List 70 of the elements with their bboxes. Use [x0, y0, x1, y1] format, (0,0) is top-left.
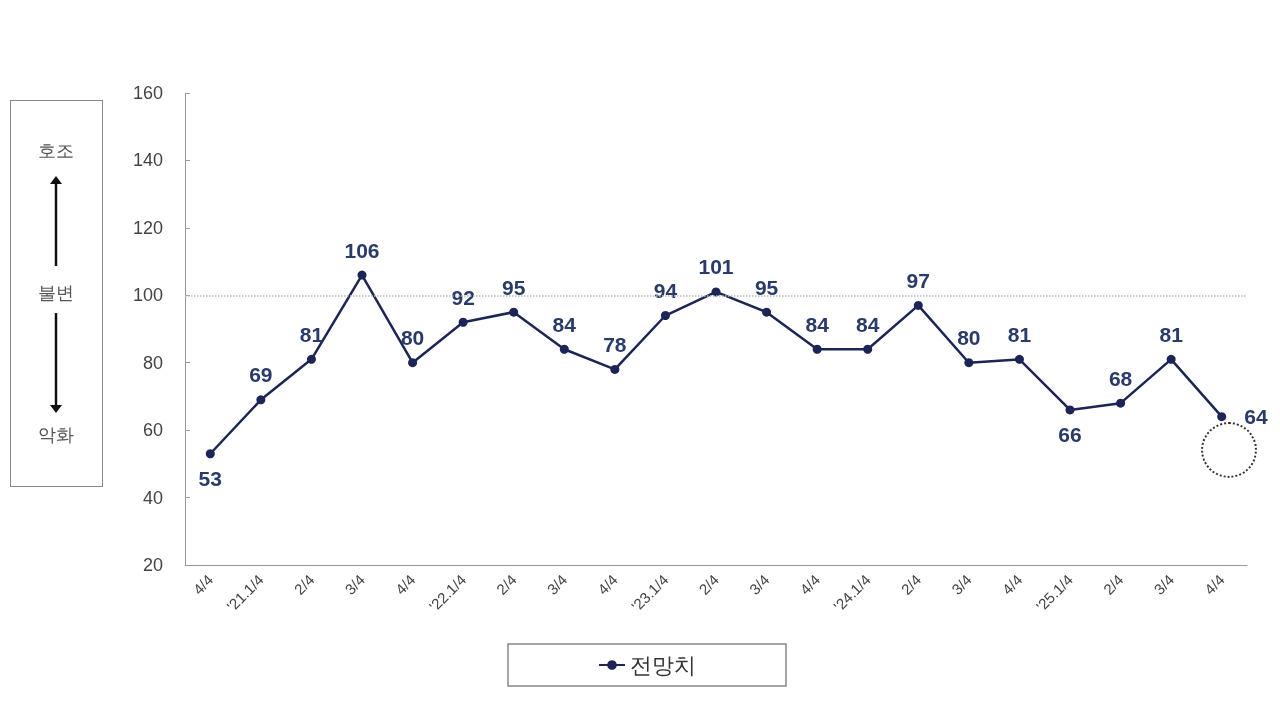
data-label: 69: [249, 363, 273, 387]
data-label: 97: [906, 268, 930, 292]
data-label: 68: [1108, 366, 1133, 390]
point: [711, 287, 721, 297]
data-label: 81: [1159, 322, 1184, 346]
x-tick-label: 3/4: [745, 570, 773, 598]
x-tick-label: 2/4: [492, 570, 520, 598]
point: [205, 449, 215, 459]
point: [559, 344, 569, 354]
data-label: 106: [344, 238, 380, 262]
y-tick-label: 120: [132, 217, 163, 238]
data-label: 92: [451, 285, 475, 309]
point: [357, 270, 367, 280]
point: [913, 300, 923, 310]
point: [1217, 412, 1227, 422]
point: [509, 307, 519, 317]
point: [762, 307, 772, 317]
x-tick-label: 2/4: [1099, 570, 1127, 598]
x-tick-label: 4/4: [998, 570, 1026, 598]
x-tick-label: 4/4: [189, 570, 217, 598]
x-tick-label: 4/4: [391, 570, 419, 598]
point: [256, 395, 266, 405]
x-tick-label: 3/4: [543, 570, 571, 598]
data-label: 64: [1244, 405, 1268, 429]
y-tick-label: 40: [142, 487, 163, 508]
y-tick-label: 80: [142, 352, 163, 373]
data-label: 66: [1058, 423, 1082, 447]
point: [408, 358, 418, 368]
data-label: 81: [299, 322, 324, 346]
point: [1014, 354, 1024, 364]
data-label: 94: [653, 279, 678, 303]
data-label: 95: [502, 275, 526, 299]
point: [660, 311, 670, 321]
x-tick-label: 2/4: [695, 570, 723, 598]
data-label: 84: [805, 312, 830, 336]
data-label: 78: [603, 332, 627, 356]
point: [1116, 398, 1126, 408]
text: 악화: [37, 423, 75, 447]
x-tick-label: 4/4: [796, 570, 824, 598]
data-label: 84: [856, 312, 880, 336]
data-label: 80: [957, 326, 981, 350]
point: [812, 344, 822, 354]
y-tick-label: 160: [132, 83, 163, 103]
y-tick-label: 140: [132, 150, 163, 171]
x-tick-label: 4/4: [1200, 570, 1228, 598]
x-tick-label: 4/4: [594, 570, 621, 598]
data-label: 84: [552, 312, 577, 336]
x-tick-label: 3/4: [948, 570, 975, 598]
y-tick-label: 60: [142, 420, 163, 441]
text: 호조: [37, 139, 75, 163]
point: [863, 344, 873, 354]
data-label: 95: [754, 275, 779, 299]
y-tick-label: 100: [132, 285, 163, 306]
data-label: 80: [400, 326, 425, 350]
point: [306, 354, 316, 364]
data-label: 101: [698, 255, 734, 279]
legend-label: 전망치: [630, 652, 696, 678]
point: [458, 317, 468, 327]
text: 불변: [37, 281, 75, 305]
data-label: 53: [198, 467, 222, 491]
point: [1166, 354, 1176, 364]
y-tick-label: 20: [142, 555, 163, 575]
x-tick-label: 3/4: [341, 570, 369, 598]
point: [1065, 405, 1075, 415]
x-tick-label: 2/4: [897, 570, 925, 598]
point: [964, 358, 974, 368]
data-label: 81: [1007, 322, 1032, 346]
x-tick-label: 3/4: [1150, 570, 1178, 598]
x-tick-label: 2/4: [290, 570, 318, 598]
point: [610, 364, 620, 374]
